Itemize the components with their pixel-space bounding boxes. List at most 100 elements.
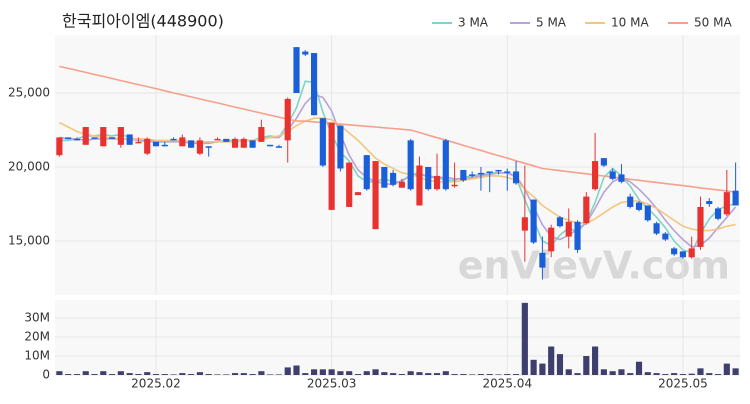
candle-body [442,140,449,190]
volume-bar [284,367,291,375]
volume-bar [706,373,713,375]
volume-bar [381,372,388,375]
candle-body [82,127,89,145]
price-panel [55,35,740,295]
volume-bar [583,356,590,375]
candle-body [407,140,414,190]
volume-bar [644,372,651,375]
candle-body [592,161,599,190]
candle-body [302,51,309,55]
candle-body [565,221,572,237]
x-tick-label: 2025.02 [131,377,181,391]
volume-bar [407,371,414,375]
volume-tick-label: 10M [24,349,50,363]
candle-body [109,137,116,139]
volume-bar [486,374,493,375]
candle-body [433,175,441,190]
volume-bar [372,369,379,375]
candle-body [671,248,678,255]
candle-body [214,138,221,141]
candle-body [600,158,607,166]
candle-body [372,161,379,230]
volume-bar [530,359,537,375]
x-tick-label: 2025.04 [482,377,532,391]
volume-bar [117,371,124,375]
volume-bar [565,369,572,375]
volume-bar [697,368,704,375]
candle-body [548,227,555,252]
volume-bar [170,374,177,375]
candle-body [556,217,564,227]
volume-bar [600,369,607,375]
volume-bar [223,374,230,375]
volume-bar [310,369,318,375]
volume-bar [161,374,168,375]
candle-body [416,165,423,206]
candle-body [635,202,643,210]
candle-body [100,127,107,147]
volume-bar [126,373,133,375]
volume-bar [671,373,678,375]
candle-body [512,171,520,184]
volume-bar [328,369,335,375]
legend-label: 3 MA [458,16,489,30]
candle-body [275,146,283,148]
volume-bar [433,373,441,375]
candle-body [390,172,397,185]
volume-bar [231,373,239,375]
volume-bar [416,372,423,375]
volume-bar [609,371,616,375]
volume-bar [275,374,283,375]
candle-body [328,122,335,210]
legend-label: 10 MA [611,16,649,30]
candle-body [319,118,326,166]
candle-body [732,190,739,206]
volume-bar [592,346,599,375]
candle-body [196,140,203,154]
candle-body [240,138,247,148]
candle-body [495,169,502,172]
candle-body [231,138,239,148]
volume-bar [732,368,739,375]
volume-bar [688,373,695,375]
volume-bar [205,374,212,375]
candle-body [679,251,686,258]
candle-body [530,199,537,243]
candle-body [179,137,186,147]
candle-body [504,171,511,173]
candle-body [152,141,160,147]
volume-bar [152,374,160,375]
candle-body [644,205,651,221]
candle-body [170,138,177,141]
volume-bar [627,373,634,375]
candle-body [627,196,634,207]
volume-bar [512,374,520,375]
volume-bar [267,374,274,375]
candle-body [258,127,265,142]
candle-body [381,166,388,188]
volume-bar [635,361,643,375]
volume-bar [337,371,344,375]
candle-body [56,137,63,156]
volume-tick-label: 0 [42,368,50,382]
volume-bar [363,371,370,375]
volume-bar [109,374,116,375]
volume-bar [714,374,722,375]
candle-body [609,171,616,179]
x-tick-label: 2025.03 [307,377,357,391]
legend-label: 50 MA [694,16,732,30]
candle-body [337,125,344,169]
candle-body [469,174,476,176]
candle-body [521,217,528,231]
y-tick-label: 20,000 [8,159,50,173]
candle-body [310,53,318,116]
candle-body [662,233,669,240]
x-tick-label: 2025.05 [658,377,708,391]
volume-bar [91,374,98,375]
candle-body [346,162,353,207]
candle-body [135,141,142,144]
candle-body [574,221,581,250]
candle-body [205,146,212,148]
candle-body [398,181,405,188]
